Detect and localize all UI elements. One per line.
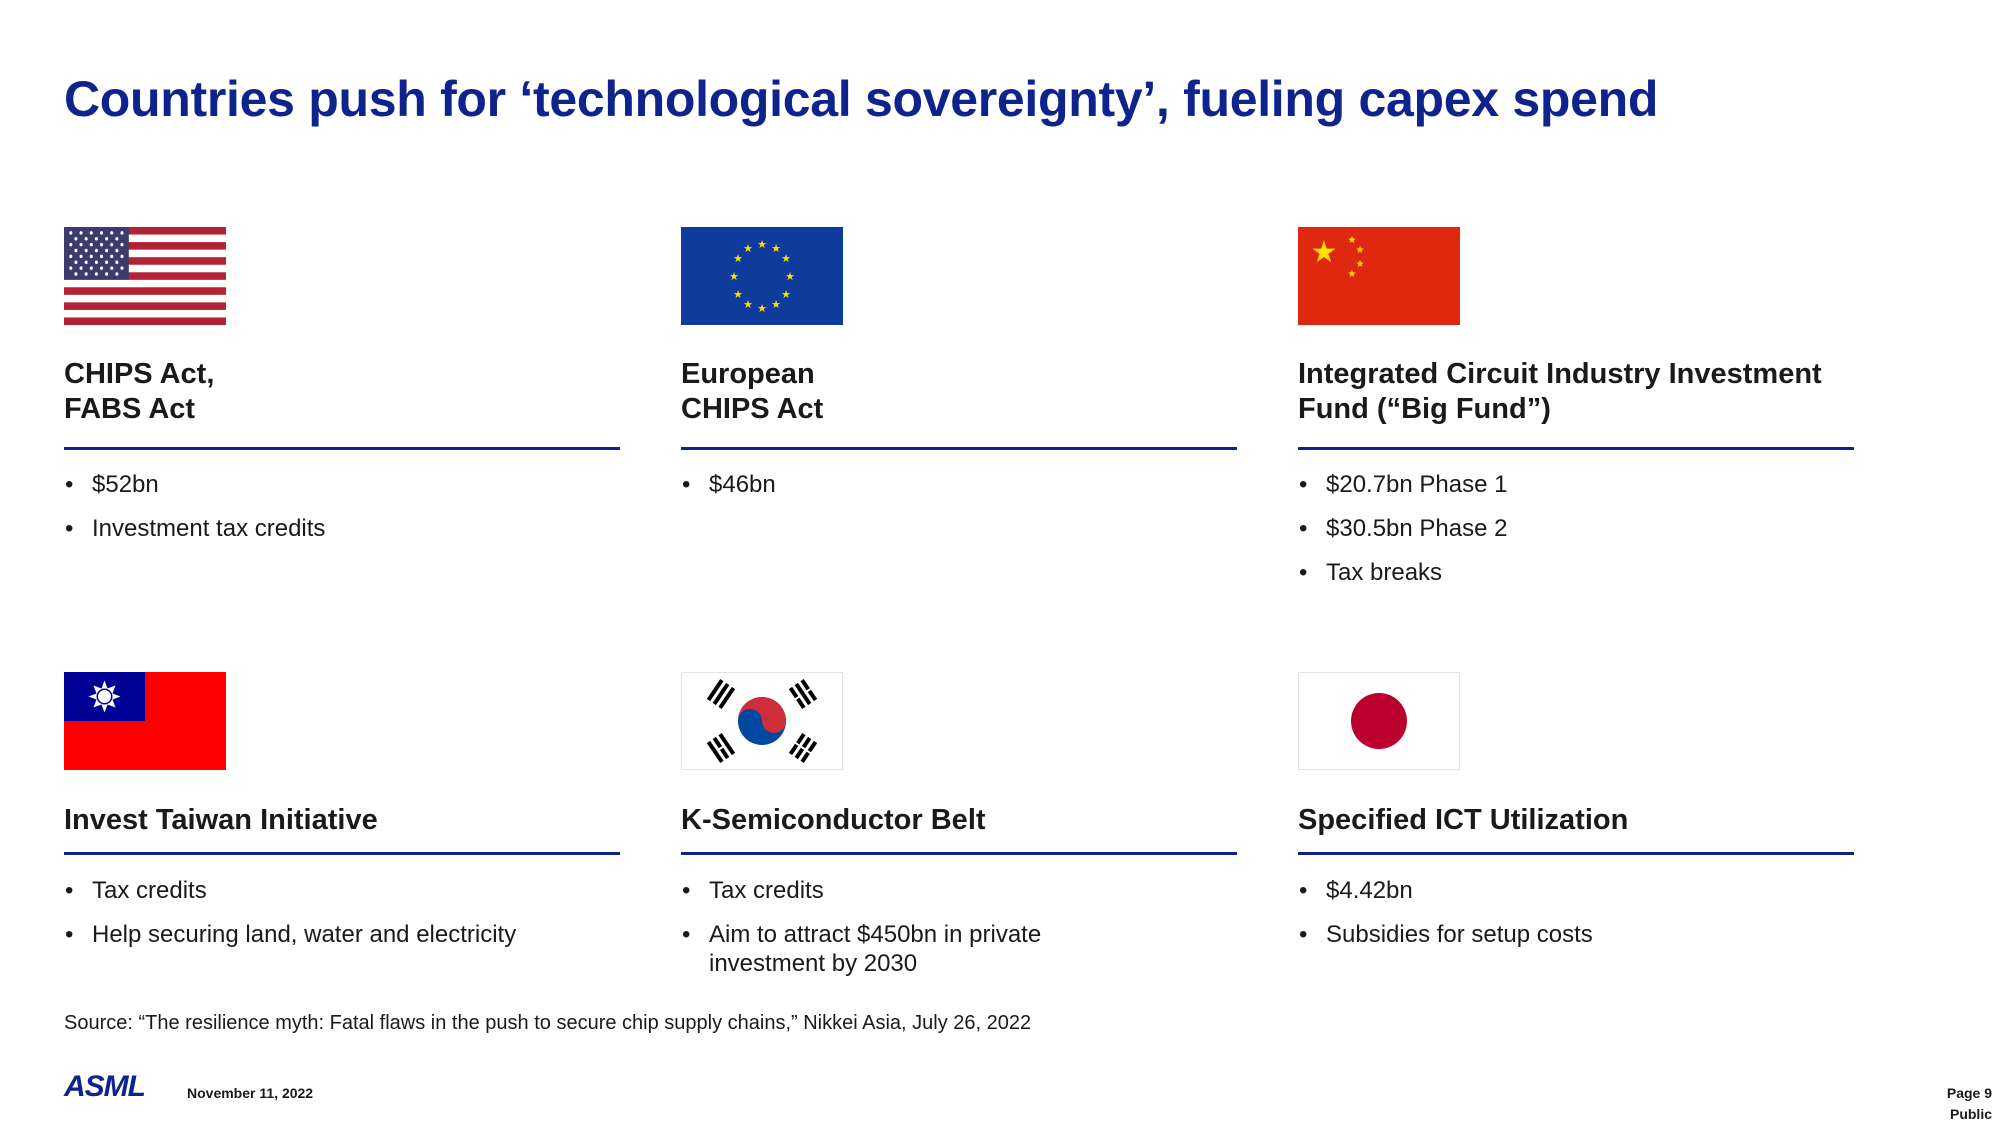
divider	[681, 852, 1237, 855]
policy-heading: K-Semiconductor Belt	[681, 803, 1237, 838]
bullet-list: • $4.42bn • Subsidies for setup costs	[1298, 876, 1854, 964]
list-item: • $4.42bn	[1298, 876, 1854, 905]
policy-card-us: CHIPS Act, FABS Act • $52bn • Investment t…	[64, 227, 620, 542]
list-item-text: $30.5bn Phase 2	[1326, 515, 1508, 542]
bullet-marker: •	[682, 921, 691, 948]
bullet-marker: •	[1299, 559, 1308, 586]
svg-text:★: ★	[1356, 259, 1365, 270]
divider	[1298, 852, 1854, 855]
heading-line: FABS Act	[64, 393, 196, 425]
heading-line: K-Semiconductor Belt	[681, 804, 986, 836]
svg-text:★: ★	[743, 298, 753, 311]
bullet-list: • $52bn • Investment tax credits	[64, 470, 620, 558]
list-item-text: Subsidies for setup costs	[1326, 921, 1593, 948]
svg-text:★: ★	[781, 252, 791, 265]
heading-line: Fund (“Big Fund”)	[1298, 393, 1551, 425]
bullet-marker: •	[682, 877, 691, 904]
divider	[1298, 447, 1854, 450]
svg-text:★: ★	[1348, 269, 1357, 280]
svg-text:★: ★	[771, 242, 781, 255]
list-item: • Tax breaks	[1298, 558, 1854, 587]
policy-card-china: ★ ★ ★ ★ ★ Integrated Circuit Industry In…	[1298, 227, 1854, 586]
asml-logo: ASML	[64, 1070, 146, 1103]
bullet-marker: •	[1299, 471, 1308, 498]
bullet-list: • Tax credits • Aim to attract $450bn in p…	[681, 876, 1081, 993]
divider	[64, 447, 620, 450]
svg-text:★: ★	[733, 252, 743, 265]
list-item: • Help securing land, water and electrici…	[64, 920, 620, 949]
list-item: • Tax credits	[64, 876, 620, 905]
svg-text:★: ★	[1311, 235, 1338, 270]
policy-heading: Integrated Circuit Industry Investment F…	[1298, 357, 1854, 427]
policy-heading: Invest Taiwan Initiative	[64, 803, 620, 838]
eu-flag-icon: ★ ★★ ★★★ ★★★ ★★★	[681, 227, 843, 325]
bullet-marker: •	[1299, 877, 1308, 904]
list-item-text: Help securing land, water and electricit…	[92, 921, 517, 948]
bullet-marker: •	[682, 471, 691, 498]
heading-line: European	[681, 358, 815, 390]
classification-label: Public	[1949, 1106, 1992, 1122]
list-item-text: Tax breaks	[1326, 559, 1443, 586]
list-item-text: Tax credits	[709, 877, 824, 904]
list-item: • $30.5bn Phase 2	[1298, 514, 1854, 543]
policy-heading: CHIPS Act, FABS Act	[64, 357, 620, 427]
list-item-text: $20.7bn Phase 1	[1326, 471, 1508, 498]
bullet-marker: •	[65, 877, 74, 904]
policy-card-eu: ★ ★ ★ ★ ★ ★ ★ ★ ★ ★ ★ ★ European CHIPS Act • $46b…	[681, 227, 1237, 498]
page-title: Countries push for ‘technological sovere…	[64, 71, 1659, 127]
list-item-text: $52bn	[92, 471, 159, 498]
list-item-text: $46bn	[709, 471, 776, 498]
footer-date: November 11, 2022	[187, 1085, 314, 1101]
svg-text:★: ★	[757, 238, 767, 251]
bullet-list: • $46bn	[681, 470, 1237, 514]
policy-card-taiwan: Invest Taiwan Initiative • Tax credits • H…	[64, 672, 620, 948]
heading-line: CHIPS Act	[681, 393, 824, 425]
bullet-list: • $20.7bn Phase 1 • $30.5bn Phase 2 • Tax b…	[1298, 470, 1854, 602]
bullet-marker: •	[1299, 921, 1308, 948]
list-item: • $20.7bn Phase 1	[1298, 470, 1854, 499]
list-item: • Aim to attract $450bn in private invest…	[681, 920, 1081, 978]
svg-text:★: ★	[757, 302, 767, 315]
list-item-text: Investment tax credits	[92, 515, 326, 542]
svg-text:★: ★	[781, 288, 791, 301]
heading-line: Specified ICT Utilization	[1298, 804, 1629, 836]
divider	[64, 852, 620, 855]
bullet-marker: •	[65, 921, 74, 948]
policy-card-japan: Specified ICT Utilization • $4.42bn • Subs…	[1298, 672, 1854, 948]
us-flag-icon	[64, 227, 226, 325]
heading-line: Invest Taiwan Initiative	[64, 804, 378, 836]
policy-heading: European CHIPS Act	[681, 357, 1237, 427]
bullet-marker: •	[65, 471, 74, 498]
svg-text:★: ★	[733, 288, 743, 301]
svg-text:★: ★	[729, 270, 739, 283]
divider	[681, 447, 1237, 450]
heading-line: CHIPS Act,	[64, 358, 215, 390]
korea-flag-icon	[681, 672, 843, 770]
bullet-marker: •	[1299, 515, 1308, 542]
svg-text:★: ★	[785, 270, 795, 283]
bullet-list: • Tax credits • Help securing land, water …	[64, 876, 620, 964]
bullet-marker: •	[65, 515, 74, 542]
svg-text:★: ★	[1348, 235, 1357, 246]
list-item: • Subsidies for setup costs	[1298, 920, 1854, 949]
list-item: • $46bn	[681, 470, 1237, 499]
svg-text:★: ★	[1356, 245, 1365, 256]
list-item: • $52bn	[64, 470, 620, 499]
taiwan-flag-icon	[64, 672, 226, 770]
svg-text:★: ★	[771, 298, 781, 311]
list-item-text: $4.42bn	[1326, 877, 1413, 904]
source-citation: Source: “The resilience myth: Fatal flaw…	[64, 1012, 1032, 1034]
heading-line: Integrated Circuit Industry Investment	[1298, 358, 1822, 390]
list-item: • Investment tax credits	[64, 514, 620, 543]
page-number: Page 9	[1946, 1085, 1992, 1101]
list-item-text: Tax credits	[92, 877, 207, 904]
japan-flag-icon	[1298, 672, 1460, 770]
policy-card-korea: K-Semiconductor Belt • Tax credits • Aim t…	[681, 672, 1237, 977]
list-item-text: Aim to attract $450bn in private investm…	[709, 921, 1042, 977]
china-flag-icon: ★ ★ ★ ★ ★	[1298, 227, 1460, 325]
svg-text:★: ★	[743, 242, 753, 255]
list-item: • Tax credits	[681, 876, 1081, 905]
policy-heading: Specified ICT Utilization	[1298, 803, 1854, 838]
